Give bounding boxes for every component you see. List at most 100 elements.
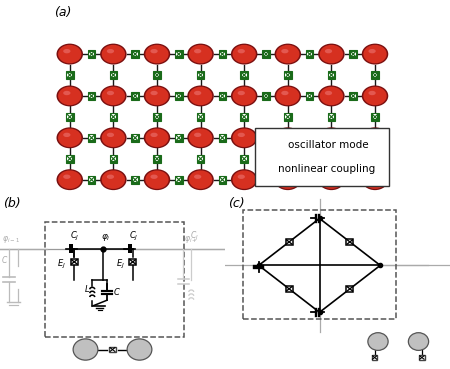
Ellipse shape: [281, 49, 288, 54]
Ellipse shape: [231, 44, 257, 65]
Bar: [111, 73, 116, 77]
Text: $C$: $C$: [113, 286, 121, 297]
Bar: [264, 135, 268, 140]
Ellipse shape: [102, 45, 125, 63]
Ellipse shape: [325, 175, 332, 179]
Ellipse shape: [57, 86, 83, 106]
Text: oscillator mode: oscillator mode: [288, 140, 369, 150]
Bar: [153, 155, 161, 163]
Text: $E_J$: $E_J$: [116, 258, 125, 271]
Ellipse shape: [238, 91, 245, 95]
Ellipse shape: [187, 44, 214, 65]
Bar: [329, 73, 334, 77]
Ellipse shape: [194, 49, 201, 54]
Bar: [111, 156, 116, 161]
Text: $C$: $C$: [1, 254, 9, 265]
Ellipse shape: [107, 91, 114, 95]
Bar: [264, 94, 268, 98]
Bar: [240, 155, 248, 163]
Bar: [197, 113, 204, 121]
Bar: [351, 52, 356, 56]
Ellipse shape: [318, 169, 345, 190]
Ellipse shape: [368, 333, 388, 351]
Text: nonlinear coupling: nonlinear coupling: [279, 165, 376, 175]
Ellipse shape: [145, 87, 169, 105]
Bar: [88, 92, 95, 100]
Bar: [242, 114, 247, 119]
Bar: [131, 92, 139, 100]
Bar: [306, 134, 314, 142]
Bar: [262, 134, 270, 142]
Bar: [198, 114, 203, 119]
Ellipse shape: [145, 128, 169, 147]
Bar: [176, 177, 181, 182]
Ellipse shape: [102, 170, 125, 189]
Ellipse shape: [145, 170, 169, 189]
Ellipse shape: [73, 339, 98, 360]
Ellipse shape: [276, 128, 299, 147]
Bar: [373, 73, 378, 77]
Ellipse shape: [100, 169, 126, 190]
Ellipse shape: [63, 133, 71, 137]
Bar: [219, 50, 226, 58]
Bar: [267, 167, 272, 172]
Bar: [89, 135, 94, 140]
Ellipse shape: [320, 170, 343, 189]
Ellipse shape: [369, 133, 376, 137]
Bar: [262, 176, 270, 183]
Bar: [329, 156, 334, 161]
Ellipse shape: [362, 169, 388, 190]
Bar: [346, 239, 354, 245]
Bar: [242, 156, 247, 161]
Bar: [346, 286, 354, 292]
Bar: [68, 73, 72, 77]
Ellipse shape: [127, 339, 152, 360]
Ellipse shape: [274, 169, 301, 190]
Ellipse shape: [144, 86, 170, 106]
Ellipse shape: [274, 44, 301, 65]
Bar: [285, 239, 292, 245]
Bar: [371, 71, 379, 79]
Ellipse shape: [318, 86, 345, 106]
Ellipse shape: [238, 175, 245, 179]
Bar: [284, 155, 292, 163]
Bar: [131, 134, 139, 142]
Ellipse shape: [189, 87, 212, 105]
Ellipse shape: [362, 127, 388, 148]
Ellipse shape: [194, 175, 201, 179]
Bar: [220, 94, 225, 98]
Ellipse shape: [58, 170, 81, 189]
Bar: [284, 71, 292, 79]
Bar: [371, 113, 379, 121]
Ellipse shape: [231, 169, 257, 190]
Ellipse shape: [362, 44, 388, 65]
Bar: [328, 155, 335, 163]
Bar: [109, 113, 117, 121]
Ellipse shape: [144, 44, 170, 65]
Bar: [220, 177, 225, 182]
Bar: [419, 355, 425, 360]
Ellipse shape: [274, 127, 301, 148]
Ellipse shape: [150, 133, 158, 137]
Bar: [68, 156, 72, 161]
Ellipse shape: [233, 170, 256, 189]
Bar: [133, 52, 138, 56]
Bar: [176, 52, 181, 56]
Ellipse shape: [107, 133, 114, 137]
Ellipse shape: [363, 45, 387, 63]
Ellipse shape: [189, 45, 212, 63]
Ellipse shape: [187, 169, 214, 190]
Ellipse shape: [150, 175, 158, 179]
Bar: [155, 73, 159, 77]
Bar: [109, 71, 117, 79]
Bar: [351, 177, 356, 182]
Ellipse shape: [276, 170, 299, 189]
Bar: [243, 210, 396, 320]
Ellipse shape: [189, 170, 212, 189]
Ellipse shape: [233, 87, 256, 105]
Bar: [349, 134, 357, 142]
Bar: [328, 113, 335, 121]
Bar: [240, 71, 248, 79]
Bar: [349, 50, 357, 58]
Bar: [373, 156, 378, 161]
